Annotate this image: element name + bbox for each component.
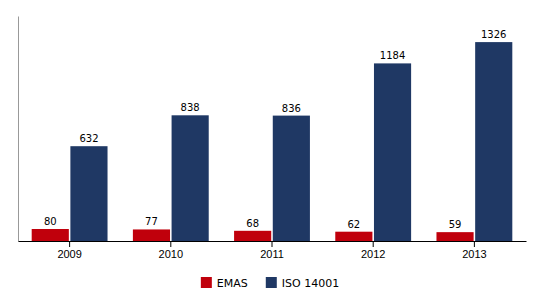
bars [32, 42, 513, 241]
data-label: 80 [44, 216, 57, 227]
bar [374, 63, 411, 241]
data-label: 836 [282, 103, 301, 114]
data-label: 1326 [481, 29, 506, 40]
legend-label: EMAS [217, 277, 248, 290]
bar [172, 115, 209, 241]
legend-item: ISO 14001 [266, 277, 339, 290]
x-tick: 2010 [159, 241, 183, 260]
bar [32, 229, 69, 241]
data-labels: 80 77 68 62 59 632 838 836 1184 1326 [44, 29, 507, 230]
plot: 8077686259632838836118413262009201020112… [19, 17, 527, 260]
x-tick: 2009 [57, 241, 81, 260]
x-tick-mark [272, 241, 273, 247]
legend-item: EMAS [201, 277, 248, 290]
x-tick-label: 2009 [57, 248, 81, 260]
x-tick-label: 2010 [159, 248, 183, 260]
legend-swatch [266, 277, 277, 288]
x-axis: 2009 2010 2011 2012 2013 [19, 241, 527, 260]
bar [70, 146, 107, 241]
bar [234, 231, 271, 241]
bar [133, 229, 170, 241]
legend-swatch [201, 277, 212, 288]
x-tick-label: 2012 [361, 248, 385, 260]
bar [335, 232, 372, 241]
x-tick-mark [474, 241, 475, 247]
x-tick: 2013 [462, 241, 486, 260]
x-tick: 2011 [260, 241, 284, 260]
data-label: 1184 [380, 50, 405, 61]
data-label: 62 [347, 219, 360, 230]
y-axis-line [18, 17, 19, 242]
legend-label: ISO 14001 [282, 277, 339, 290]
x-tick-mark [170, 241, 171, 247]
data-label: 59 [449, 219, 462, 230]
legend: EMAS ISO 14001 [201, 277, 339, 290]
bar [475, 42, 512, 241]
data-label: 838 [181, 102, 200, 113]
chart: 8077686259632838836118413262009201020112… [0, 0, 540, 299]
data-label: 68 [246, 218, 259, 229]
x-tick-label: 2013 [462, 248, 486, 260]
x-tick-mark [373, 241, 374, 247]
x-tick-label: 2011 [260, 248, 284, 260]
x-tick: 2012 [361, 241, 385, 260]
y-axis [18, 17, 19, 242]
bar [436, 232, 473, 241]
data-label: 632 [79, 133, 98, 144]
bar [273, 116, 310, 241]
data-label: 77 [145, 216, 158, 227]
x-tick-mark [69, 241, 70, 247]
